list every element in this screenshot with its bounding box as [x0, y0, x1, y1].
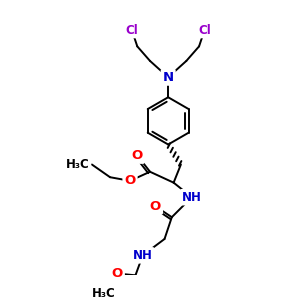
- Text: Cl: Cl: [198, 23, 211, 37]
- Text: H₃C: H₃C: [66, 158, 90, 171]
- Text: N: N: [163, 71, 174, 84]
- Text: NH: NH: [182, 191, 202, 204]
- Text: NH: NH: [133, 249, 153, 262]
- Text: O: O: [150, 200, 161, 213]
- Text: H₃C: H₃C: [92, 287, 116, 300]
- Text: Cl: Cl: [125, 23, 138, 37]
- Text: O: O: [112, 267, 123, 280]
- Text: O: O: [132, 149, 143, 162]
- Text: O: O: [124, 174, 136, 187]
